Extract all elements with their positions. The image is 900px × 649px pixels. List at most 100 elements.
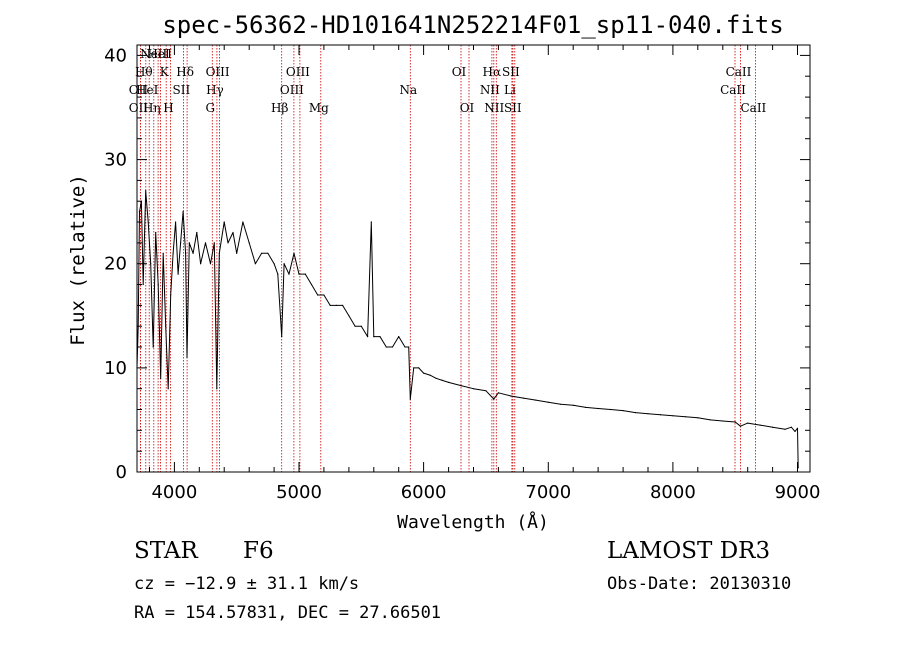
line-marker-label: SII — [502, 65, 520, 79]
line-marker-label: CaII — [726, 65, 752, 79]
data-point — [277, 273, 279, 275]
data-point — [435, 377, 437, 379]
data-point — [348, 315, 350, 317]
data-point — [192, 252, 194, 254]
line-marker-label: SII — [173, 83, 191, 97]
line-marker-label: Hγ — [206, 83, 224, 97]
data-point — [493, 398, 495, 400]
data-point — [759, 424, 761, 426]
line-marker-label: G — [206, 101, 216, 115]
data-point — [185, 252, 187, 254]
data-point — [418, 367, 420, 369]
data-point — [460, 385, 462, 387]
data-point — [200, 263, 202, 265]
data-point — [323, 294, 325, 296]
data-point — [734, 421, 736, 423]
data-point — [739, 425, 742, 427]
data-point — [242, 221, 244, 223]
data-point — [236, 252, 238, 254]
y-tick-label: 10 — [104, 358, 127, 379]
y-tick-label: 0 — [116, 462, 127, 483]
spectral-subclass: F6 — [243, 538, 274, 564]
data-point — [196, 231, 198, 234]
data-point — [385, 346, 387, 348]
data-point — [175, 221, 177, 223]
data-point — [647, 413, 649, 415]
data-point — [213, 242, 215, 244]
data-point — [152, 346, 154, 348]
x-tick-label: 9000 — [775, 482, 821, 503]
data-point — [572, 404, 574, 406]
data-point — [342, 304, 344, 306]
line-marker-label: OIII — [280, 83, 304, 97]
coordinates: RA = 154.57831, DEC = 27.66501 — [134, 603, 442, 623]
data-point — [160, 377, 162, 379]
line-marker-label: NII — [484, 101, 504, 115]
line-marker-label: K — [160, 65, 170, 79]
data-point — [510, 395, 512, 397]
data-point — [747, 422, 749, 424]
line-marker-label: CaII — [720, 83, 746, 97]
data-point — [560, 403, 562, 405]
data-point — [172, 252, 174, 254]
axes: 4000 5000 6000 7000 8000 9000 0 10 20 30 40 — [104, 45, 820, 503]
x-tick-label: 4000 — [151, 482, 197, 503]
data-point — [772, 426, 774, 428]
data-point — [379, 336, 381, 338]
data-point — [597, 407, 599, 410]
data-point — [142, 283, 144, 286]
data-point — [254, 263, 256, 265]
data-point — [796, 427, 799, 429]
data-point — [165, 325, 167, 327]
data-point — [522, 397, 525, 399]
data-point — [177, 273, 179, 275]
data-point — [373, 336, 375, 338]
series-layer — [136, 190, 799, 469]
data-point — [267, 252, 269, 254]
data-point — [310, 283, 313, 286]
line-marker-label: HeI — [136, 83, 159, 97]
redshift-cz: cz = −12.9 ± 31.1 km/s — [134, 574, 360, 594]
data-point — [329, 304, 331, 306]
data-point — [167, 388, 169, 390]
object-class: STAR — [134, 538, 198, 564]
data-point — [622, 410, 624, 412]
line-marker-label: Li — [504, 83, 516, 97]
data-point — [283, 263, 285, 265]
data-point — [722, 420, 724, 422]
data-point — [409, 398, 411, 400]
y-tick-label: 20 — [104, 254, 127, 275]
data-point — [367, 336, 369, 338]
data-point — [150, 263, 152, 265]
y-axis-label: Flux (relative) — [67, 174, 89, 346]
data-point — [547, 401, 549, 403]
y-tick-label: 40 — [104, 45, 127, 66]
data-point — [157, 283, 159, 286]
line-marker-label: OIII — [206, 65, 230, 79]
data-point — [408, 346, 410, 348]
x-axis-label: Wavelength (Å) — [397, 511, 549, 533]
data-point — [684, 416, 687, 418]
line-marker-label: Mg — [309, 101, 329, 115]
data-point — [261, 252, 263, 254]
data-point — [281, 336, 283, 338]
line-marker-label: OI — [452, 65, 467, 79]
data-point — [138, 211, 141, 213]
x-tick-label: 7000 — [525, 482, 571, 503]
data-point — [794, 430, 796, 432]
data-point — [170, 294, 172, 296]
x-tick-label: 6000 — [401, 482, 447, 503]
data-point — [672, 415, 674, 417]
survey-name: LAMOST DR3 — [607, 538, 771, 564]
data-point — [497, 392, 499, 394]
data-point — [216, 388, 218, 390]
data-point — [223, 221, 225, 223]
data-point — [585, 406, 587, 408]
data-point — [248, 242, 250, 244]
spectrum-line — [136, 190, 799, 468]
data-point — [147, 221, 149, 223]
spectrum-chart: spec-56362-HD101641N252214F01_sp11-040.f… — [67, 11, 820, 533]
data-point — [145, 190, 147, 192]
data-point — [659, 414, 662, 416]
data-point — [180, 242, 182, 244]
